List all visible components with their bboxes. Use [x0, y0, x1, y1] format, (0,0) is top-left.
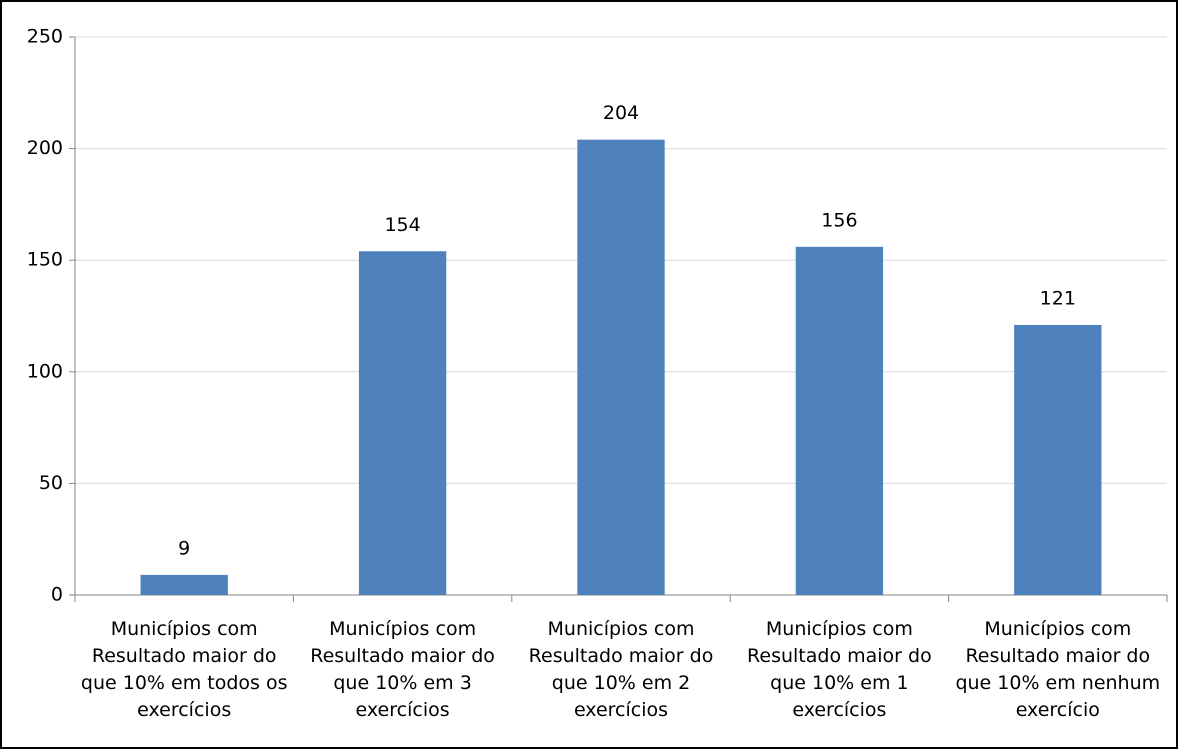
- bar: [140, 574, 228, 595]
- x-tick-label: Municípios com Resultado maior do que 10…: [955, 618, 1161, 721]
- x-tick-label: Municípios com Resultado maior do que 10…: [80, 618, 288, 721]
- bar: [577, 139, 665, 595]
- x-tick-label: Municípios com Resultado maior do que 10…: [310, 618, 495, 721]
- y-tick-label: 250: [27, 26, 63, 48]
- bar: [1014, 324, 1102, 595]
- data-label: 156: [821, 209, 857, 231]
- y-tick-label: 150: [27, 249, 63, 271]
- y-tick-label: 100: [27, 360, 63, 382]
- data-label: 9: [178, 537, 190, 559]
- y-tick-label: 0: [51, 584, 63, 606]
- y-tick-label: 50: [39, 472, 63, 494]
- x-tick-label: Municípios com Resultado maior do que 10…: [528, 618, 714, 721]
- data-label: 154: [384, 214, 420, 236]
- bar: [795, 246, 884, 596]
- bar: [358, 251, 447, 595]
- data-label: 204: [603, 102, 639, 124]
- x-tick-label: Municípios com Resultado maior do que 10…: [747, 618, 932, 721]
- data-label: 121: [1040, 287, 1076, 309]
- y-tick-label: 200: [27, 137, 63, 159]
